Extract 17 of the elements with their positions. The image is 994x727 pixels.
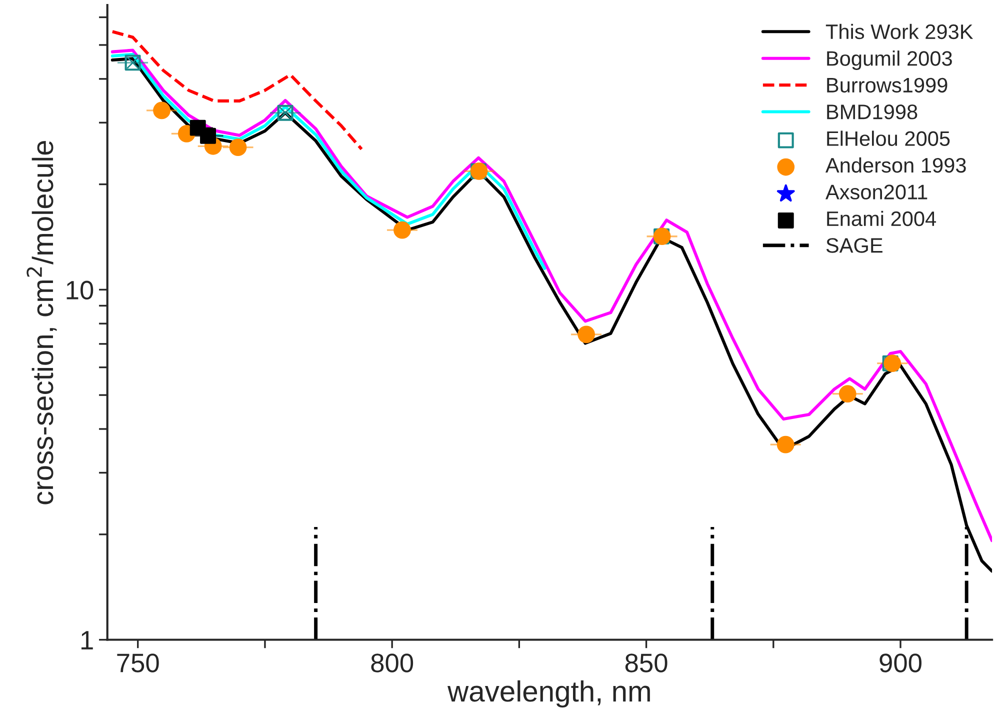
legend-label: This Work 293K (826, 24, 974, 40)
x-tick-label: 900 (880, 654, 922, 672)
x-tick-label: 850 (625, 654, 668, 672)
legend-label: Enami 2004 (827, 210, 936, 226)
y-tick-label: 1 (81, 631, 93, 650)
legend-label: Bogumil 2003 (827, 50, 952, 70)
legend-label: Axson2011 (825, 184, 928, 200)
legend-label: Burrows1999 (827, 78, 948, 93)
legend-label: ElHelou 2005 (827, 130, 950, 146)
x-tick-label: 800 (371, 654, 414, 672)
x-tick-label: 750 (117, 654, 159, 672)
x-axis-title: wavelength, nm (448, 680, 650, 708)
legend-label: Anderson 1993 (825, 157, 966, 173)
y-axis-title: cross-section, cm$^{2}$/molecule (26, 140, 57, 504)
y-tick-label: 10 (66, 280, 94, 300)
legend-label: SAGE (826, 238, 882, 253)
legend-label: BMD1998 (827, 104, 918, 120)
